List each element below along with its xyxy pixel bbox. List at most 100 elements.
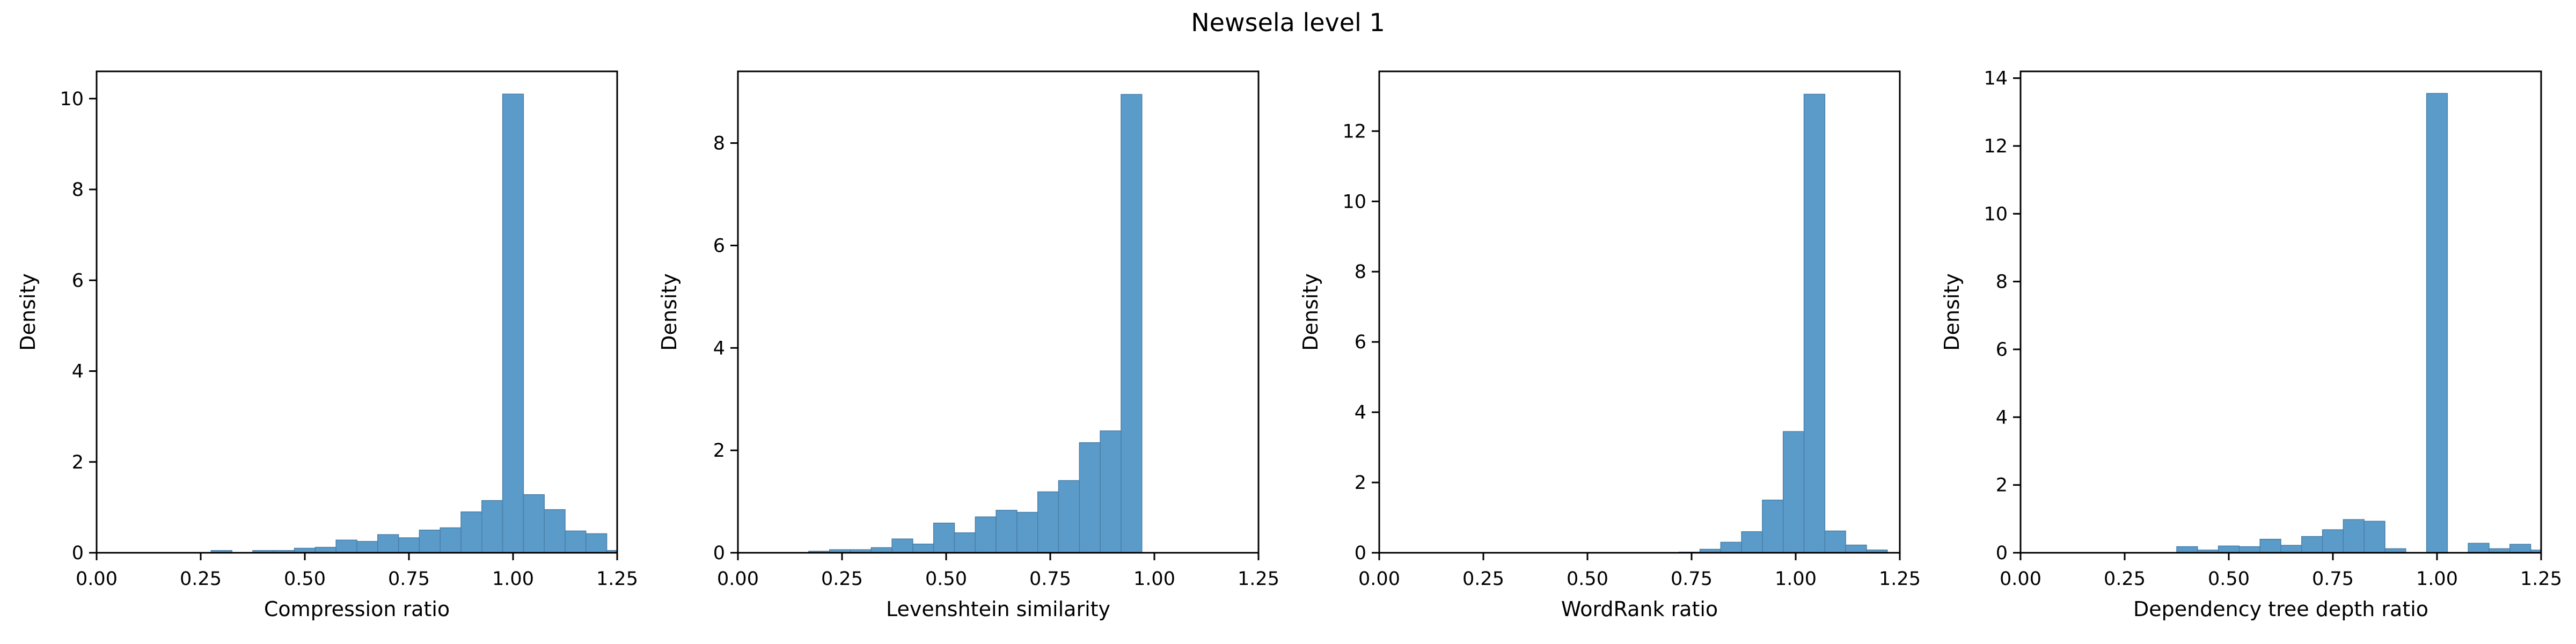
histogram-bar	[2176, 546, 2198, 553]
histogram-bar	[1121, 94, 1143, 553]
y-tick-label: 12	[1342, 121, 1366, 142]
x-tick-label: 0.75	[1671, 568, 1713, 590]
y-axis-label: Density	[657, 273, 681, 350]
x-tick-label: 0.50	[284, 568, 326, 590]
x-tick-label: 1.25	[2520, 568, 2562, 590]
y-tick-label: 0	[713, 543, 725, 564]
y-tick-label: 12	[1984, 136, 2008, 157]
histogram-bar	[460, 511, 482, 553]
histogram-bar	[2238, 546, 2260, 553]
x-tick-label: 0.00	[76, 568, 118, 590]
x-tick-label: 1.25	[596, 568, 638, 590]
plot-frame	[737, 70, 1260, 554]
y-tick-label: 10	[1342, 191, 1366, 213]
histogram-bar	[2301, 536, 2323, 553]
histogram-bar	[440, 527, 462, 553]
x-tick-label: 1.25	[1879, 568, 1921, 590]
x-axis-label: Dependency tree depth ratio	[2133, 597, 2428, 621]
y-tick-label: 2	[1996, 475, 2008, 496]
histogram-bar	[2468, 543, 2490, 553]
y-tick-label: 8	[72, 179, 84, 201]
y-tick-label: 2	[1355, 472, 1366, 494]
histogram-bar	[398, 537, 420, 553]
plot-frame	[96, 70, 618, 554]
plot-frame	[2019, 70, 2542, 554]
histogram-bar	[2343, 519, 2365, 553]
histogram-bar	[975, 516, 997, 553]
histogram-bar	[481, 500, 503, 553]
x-tick-label: 1.00	[492, 568, 534, 590]
histogram-bar	[523, 494, 545, 553]
histogram-bar	[933, 522, 955, 553]
histogram-bar	[996, 510, 1018, 553]
x-tick-label: 0.25	[821, 568, 863, 590]
y-tick-label: 4	[1355, 402, 1366, 423]
histogram-bar	[1824, 530, 1846, 553]
figure-title: Newsela level 1	[1191, 8, 1385, 37]
x-tick-label: 1.00	[1775, 568, 1817, 590]
histogram-bar	[2218, 545, 2240, 553]
histogram-bar	[954, 532, 976, 553]
y-tick-label: 6	[72, 270, 84, 291]
y-tick-label: 6	[1996, 339, 2008, 361]
x-tick-label: 0.50	[2208, 568, 2250, 590]
histogram-bar	[419, 529, 441, 553]
x-tick-label: 0.00	[717, 568, 759, 590]
x-tick-label: 0.75	[2312, 568, 2354, 590]
histogram-bar	[356, 541, 378, 553]
histogram-bar	[2322, 529, 2344, 553]
y-tick-label: 10	[60, 89, 84, 110]
histogram-panel-4: 0.00 0.25 0.50 0.75 1.00 1.25 0 2 4 6 8 10 12 14 Depen…	[1940, 68, 2562, 621]
x-tick-label: 0.25	[2104, 568, 2146, 590]
histogram-bar	[2363, 521, 2385, 553]
histogram-bar	[586, 533, 608, 553]
y-tick-label: 4	[1996, 407, 2008, 428]
y-tick-label: 14	[1984, 68, 2008, 90]
y-tick-label: 6	[1355, 332, 1366, 353]
histogram-bar	[565, 530, 587, 553]
histogram-bar	[1058, 480, 1080, 553]
x-tick-label: 0.25	[1462, 568, 1504, 590]
histogram-bar	[1741, 531, 1763, 553]
y-tick-label: 8	[1996, 272, 2008, 293]
histogram-bar	[891, 538, 913, 553]
histogram-bar	[1782, 431, 1805, 553]
y-tick-label: 0	[1996, 543, 2008, 564]
histogram-bar	[1845, 544, 1867, 553]
histogram-bar	[2280, 545, 2302, 553]
histogram-bar	[1720, 541, 1742, 553]
x-tick-label: 0.25	[180, 568, 222, 590]
y-axis-label: Density	[1299, 273, 1322, 350]
histogram-bar	[2426, 93, 2448, 553]
x-tick-label: 0.00	[2000, 568, 2041, 590]
x-axis-label: Compression ratio	[264, 597, 450, 621]
y-tick-label: 0	[72, 543, 84, 564]
y-tick-label: 10	[1984, 203, 2008, 225]
histogram-bar	[2259, 538, 2281, 553]
histogram-bar	[544, 509, 566, 553]
y-tick-label: 0	[1355, 543, 1366, 564]
histogram-bar	[1803, 93, 1826, 553]
histogram-bar	[1016, 511, 1038, 553]
y-axis-label: Density	[1940, 273, 1964, 350]
x-tick-label: 1.25	[1238, 568, 1279, 590]
plot-frame	[1378, 70, 1901, 554]
histogram-bar	[377, 534, 399, 553]
histogram-bar	[335, 539, 357, 553]
x-tick-label: 0.75	[1029, 568, 1071, 590]
histogram-bar	[1100, 430, 1122, 553]
x-tick-label: 0.00	[1358, 568, 1400, 590]
histogram-bar	[912, 544, 934, 553]
x-tick-label: 0.50	[1567, 568, 1608, 590]
x-tick-label: 0.75	[388, 568, 430, 590]
x-tick-label: 1.00	[1133, 568, 1175, 590]
y-tick-label: 8	[1355, 261, 1366, 283]
histogram-panel-2: 0.00 0.25 0.50 0.75 1.00 1.25 0 2 4 6 8 Levenshtein…	[657, 70, 1279, 621]
histogram-bar	[1762, 500, 1784, 553]
y-tick-label: 4	[713, 338, 725, 359]
y-tick-label: 4	[72, 361, 84, 383]
x-axis-label: Levenshtein similarity	[886, 597, 1110, 621]
histogram-panel-1: 0.00 0.25 0.50 0.75 1.00 1.25 0 2 4 6 8 10 Compressi…	[16, 70, 638, 621]
histogram-bar	[502, 93, 524, 553]
